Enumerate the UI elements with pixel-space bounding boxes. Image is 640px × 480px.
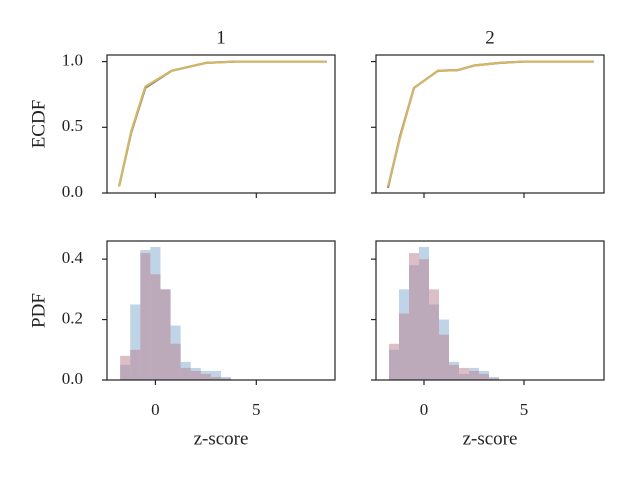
y-axis-label: PDF bbox=[28, 293, 49, 328]
hist-bar bbox=[170, 343, 181, 380]
x-tick-label: 5 bbox=[252, 400, 261, 419]
hist-bar bbox=[429, 289, 439, 380]
hist-bar bbox=[449, 364, 459, 380]
hist-bar bbox=[180, 367, 191, 380]
hist-bar bbox=[190, 370, 201, 380]
hist-bar bbox=[221, 378, 232, 380]
y-tick-label: 0.0 bbox=[62, 369, 83, 388]
ecdf-line bbox=[386, 60, 594, 188]
y-tick-label: 0.2 bbox=[62, 308, 83, 327]
y-tick-label: 1.0 bbox=[62, 50, 83, 69]
hist-bar bbox=[120, 355, 131, 380]
axes-frame bbox=[375, 54, 605, 194]
hist-bar bbox=[469, 370, 479, 380]
hist-bar bbox=[419, 259, 429, 380]
ecdf-line bbox=[118, 60, 327, 187]
hist-bar bbox=[130, 349, 141, 380]
hist-bar bbox=[140, 253, 151, 380]
y-tick-label: 0.5 bbox=[62, 116, 83, 135]
hist-bar bbox=[399, 313, 409, 380]
hist-bar bbox=[200, 373, 211, 380]
hist-bar bbox=[210, 376, 221, 380]
y-axis-label: ECDF bbox=[28, 100, 49, 149]
hist-bar bbox=[160, 289, 171, 380]
y-tick-label: 0.4 bbox=[62, 248, 84, 267]
x-tick-label: 5 bbox=[520, 400, 529, 419]
x-tick-label: 0 bbox=[420, 400, 429, 419]
axes-frame bbox=[106, 54, 336, 194]
hist-bar bbox=[210, 370, 221, 380]
hist-bar bbox=[150, 274, 161, 380]
x-axis-label: z-score bbox=[194, 428, 249, 449]
axes-frame bbox=[375, 240, 605, 381]
x-axis-label: z-score bbox=[463, 428, 518, 449]
hist-bar bbox=[409, 253, 419, 380]
y-tick-label: 0.0 bbox=[62, 182, 83, 201]
x-tick-label: 0 bbox=[151, 400, 160, 419]
hist-bar bbox=[489, 378, 499, 380]
panel-title: 1 bbox=[216, 27, 226, 48]
hist-bar bbox=[479, 373, 489, 380]
hist-bar bbox=[130, 304, 141, 380]
ecdf-line bbox=[118, 60, 327, 187]
ecdf-line bbox=[386, 60, 594, 187]
axes-frame bbox=[106, 240, 336, 381]
hist-bar bbox=[389, 343, 399, 380]
hist-bar bbox=[459, 367, 469, 380]
hist-bar bbox=[439, 334, 449, 380]
panel-title: 2 bbox=[485, 27, 495, 48]
